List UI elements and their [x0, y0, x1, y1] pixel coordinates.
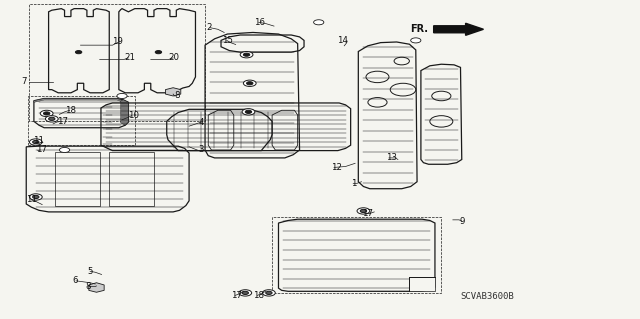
Text: 17: 17: [362, 209, 373, 218]
Circle shape: [266, 291, 272, 294]
Circle shape: [411, 38, 421, 43]
Text: 17: 17: [230, 291, 241, 300]
Text: 13: 13: [387, 153, 397, 162]
Text: 7: 7: [22, 77, 28, 86]
Circle shape: [40, 110, 53, 117]
Text: 17: 17: [36, 145, 47, 154]
Text: 4: 4: [198, 117, 204, 127]
Circle shape: [44, 112, 50, 115]
Circle shape: [33, 140, 39, 144]
Circle shape: [243, 80, 256, 86]
Circle shape: [357, 208, 370, 214]
Polygon shape: [34, 99, 129, 104]
Circle shape: [242, 291, 248, 294]
Text: 1: 1: [351, 179, 356, 188]
Polygon shape: [89, 283, 104, 292]
Text: 10: 10: [129, 111, 140, 120]
Text: 9: 9: [460, 217, 465, 226]
Circle shape: [246, 82, 253, 85]
Circle shape: [245, 110, 252, 114]
Polygon shape: [121, 100, 129, 125]
Circle shape: [29, 139, 42, 145]
Polygon shape: [410, 277, 435, 291]
Circle shape: [242, 109, 255, 115]
Circle shape: [262, 290, 275, 296]
Text: 6: 6: [72, 276, 77, 285]
Circle shape: [239, 290, 252, 296]
Text: 20: 20: [169, 53, 180, 62]
Text: 15: 15: [222, 36, 234, 45]
Text: 17: 17: [57, 117, 68, 126]
Text: SCVAB3600B: SCVAB3600B: [461, 292, 515, 301]
Circle shape: [156, 50, 162, 54]
Text: 16: 16: [254, 18, 265, 27]
Circle shape: [33, 196, 39, 198]
Circle shape: [60, 147, 70, 152]
Text: 14: 14: [337, 36, 349, 45]
Text: 2: 2: [206, 23, 212, 32]
Circle shape: [45, 116, 58, 122]
Circle shape: [314, 20, 324, 25]
Circle shape: [49, 117, 55, 121]
Text: 21: 21: [124, 53, 135, 62]
Text: 11: 11: [26, 195, 37, 204]
FancyArrow shape: [434, 23, 483, 35]
Circle shape: [76, 50, 82, 54]
Circle shape: [360, 209, 367, 212]
Text: 3: 3: [198, 145, 204, 154]
Text: 12: 12: [332, 163, 342, 172]
Text: 11: 11: [33, 136, 44, 145]
Text: 18: 18: [253, 291, 264, 300]
Text: 5: 5: [87, 267, 92, 276]
Circle shape: [29, 194, 42, 200]
Text: 8: 8: [174, 92, 180, 100]
Circle shape: [117, 93, 127, 99]
Circle shape: [240, 51, 253, 58]
Text: 19: 19: [113, 38, 124, 47]
Text: FR.: FR.: [411, 24, 429, 33]
Text: 8: 8: [85, 282, 90, 291]
Circle shape: [243, 53, 250, 56]
Polygon shape: [166, 88, 180, 96]
Text: 18: 18: [65, 106, 76, 115]
